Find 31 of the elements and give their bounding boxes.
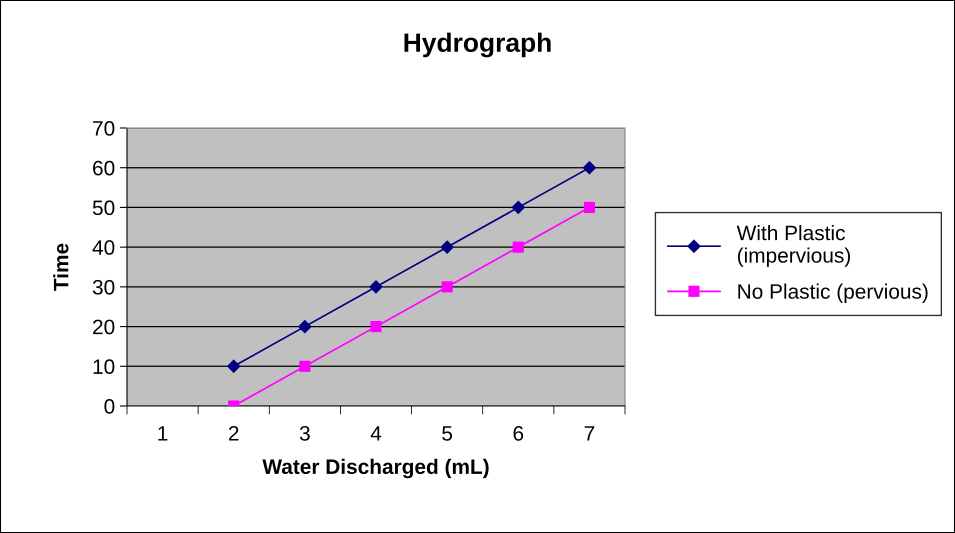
y-tick-label: 70 [93, 121, 114, 136]
legend-label: No Plastic (pervious) [738, 284, 928, 303]
point [370, 321, 382, 332]
chart-title: Hydrograph [404, 32, 551, 58]
y-tick-label: 60 [93, 160, 114, 176]
x-tick-label: 3 [300, 426, 310, 441]
y-axis-title: Time [53, 244, 68, 291]
y-tick-label: 40 [92, 240, 114, 255]
x-tick-label: 6 [514, 426, 524, 441]
x-tick-label: 1 [158, 426, 168, 441]
x-tick-label: 5 [442, 426, 452, 441]
point [369, 280, 383, 294]
y-tick-label: 0 [104, 399, 114, 414]
y-tick-label: 10 [94, 359, 114, 374]
point [298, 320, 312, 334]
point [512, 200, 525, 214]
point [512, 242, 524, 253]
x-axis-title: Water Discharged (mL) [262, 458, 489, 478]
point [582, 161, 596, 174]
x-tick-label: 7 [584, 426, 594, 441]
point [440, 240, 454, 254]
y-tick-label: 50 [92, 200, 114, 216]
y-tick-label: 20 [93, 320, 114, 334]
point [442, 281, 453, 292]
x-tick-label: 2 [228, 426, 238, 441]
x-tick-label: 4 [370, 426, 382, 441]
point [584, 202, 595, 213]
point [299, 360, 310, 372]
legend-label: With Plastic (impervious) [736, 225, 850, 267]
y-tick-label: 30 [92, 280, 114, 295]
point [227, 360, 240, 373]
